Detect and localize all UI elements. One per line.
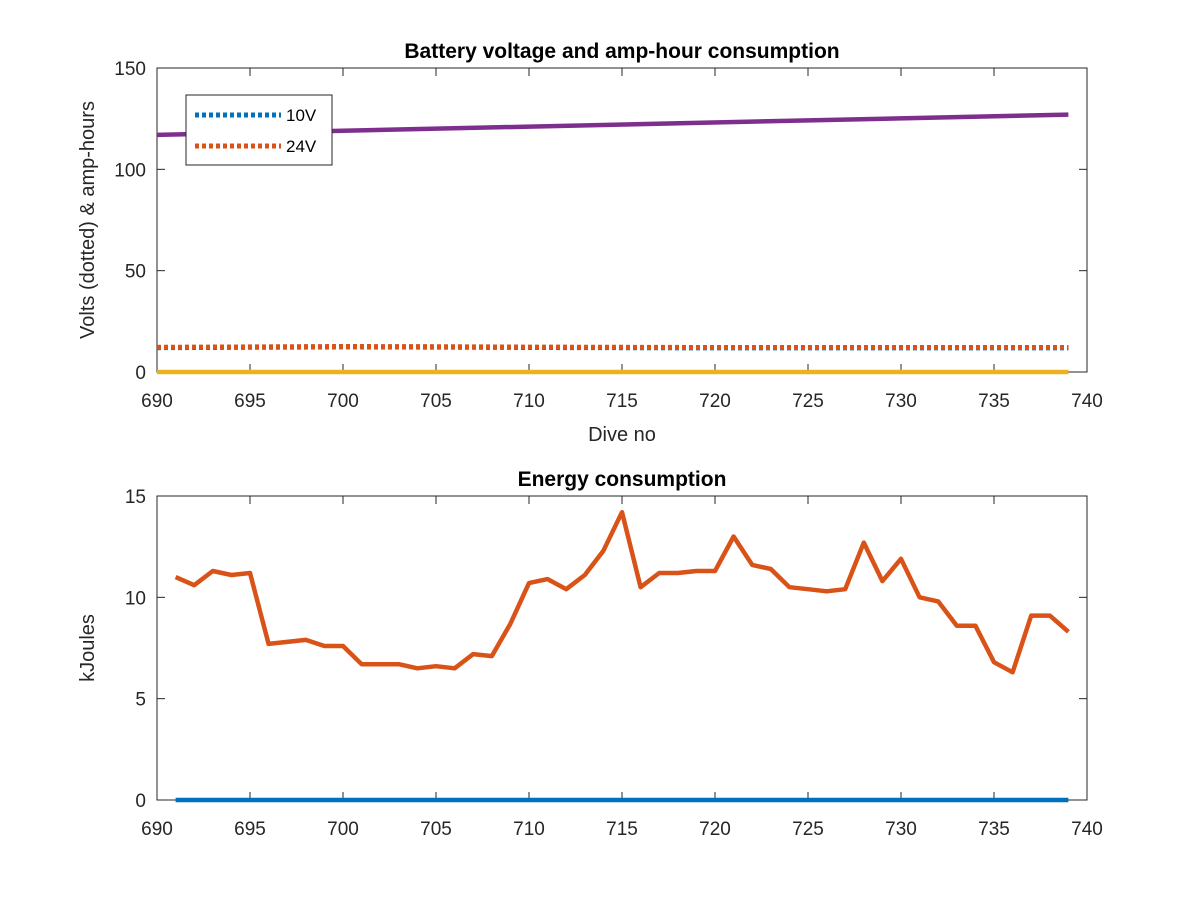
legend-entry-10v: 10V — [286, 106, 317, 125]
legend: 10V 24V — [185, 94, 333, 166]
energy-consumption-chart: Energy consumption kJoules 690 695 700 705 7… — [77, 468, 1103, 840]
x-tick-label: 695 — [234, 391, 266, 412]
x-axis-label: Dive no — [588, 424, 656, 446]
series-line-1-1 — [174, 509, 1070, 675]
x-tick-label: 705 — [420, 819, 452, 840]
x-tick-label: 710 — [513, 819, 545, 840]
y-tick-label: 0 — [135, 791, 146, 812]
x-tick-label: 715 — [606, 391, 638, 412]
y-tick-label: 100 — [114, 160, 146, 181]
series-line-24v — [156, 344, 1069, 350]
y-tick-label: 15 — [125, 487, 146, 508]
y-tick-label: 50 — [125, 262, 146, 283]
x-tick-label: 700 — [327, 819, 359, 840]
x-tick-label: 740 — [1071, 819, 1103, 840]
x-tick-label: 720 — [699, 391, 731, 412]
x-tick-label: 725 — [792, 391, 824, 412]
x-tick-label: 720 — [699, 819, 731, 840]
y-axis-label: Volts (dotted) & amp-hours — [77, 101, 99, 339]
voltage-amphour-chart: Battery voltage and amp-hour consumption… — [77, 40, 1103, 446]
plot-area: 690 695 700 705 710 715 720 725 730 735 740 0 50 100 1… — [114, 59, 1103, 412]
plot-area: 690 695 700 705 710 715 720 725 730 735 740 0 5 10 15 — [125, 487, 1103, 840]
x-tick-label: 725 — [792, 819, 824, 840]
chart-title: Battery voltage and amp-hour consumption — [404, 40, 839, 63]
x-tick-label: 700 — [327, 391, 359, 412]
x-tick-label: 690 — [141, 819, 173, 840]
y-axis-label: kJoules — [77, 614, 99, 682]
x-tick-label: 740 — [1071, 391, 1103, 412]
chart-title: Energy consumption — [518, 468, 727, 491]
x-tick-label: 715 — [606, 819, 638, 840]
y-tick-label: 10 — [125, 588, 146, 609]
x-tick-label: 695 — [234, 819, 266, 840]
x-tick-label: 690 — [141, 391, 173, 412]
x-tick-label: 735 — [978, 819, 1010, 840]
legend-entry-24v: 24V — [286, 137, 317, 156]
x-tick-label: 735 — [978, 391, 1010, 412]
x-tick-label: 705 — [420, 391, 452, 412]
x-tick-label: 730 — [885, 391, 917, 412]
y-tick-label: 0 — [135, 363, 146, 384]
x-tick-label: 730 — [885, 819, 917, 840]
x-tick-label: 710 — [513, 391, 545, 412]
legend-box — [185, 94, 333, 166]
y-tick-label: 150 — [114, 59, 146, 80]
y-tick-label: 5 — [135, 690, 146, 711]
axes-box — [156, 495, 1088, 801]
